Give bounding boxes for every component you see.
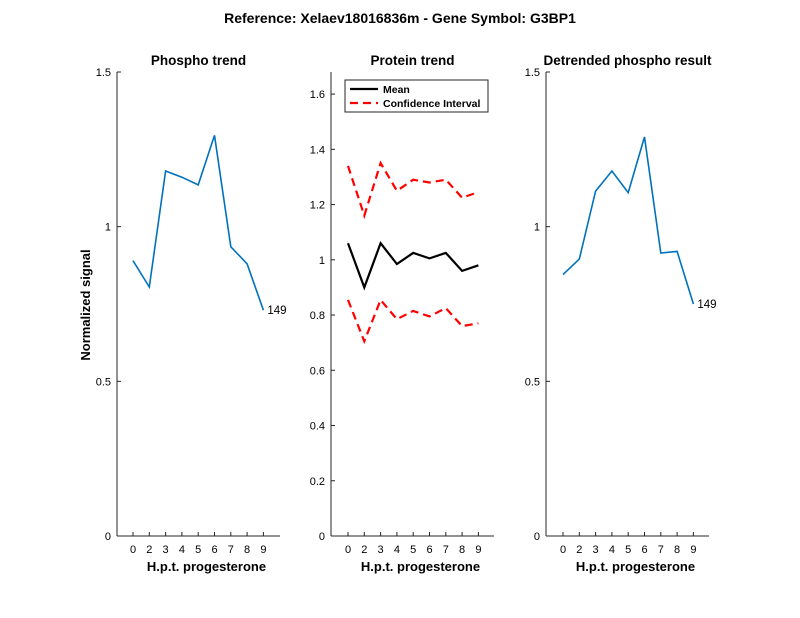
y-tick-label: 0.5 [525,376,540,388]
x-tick-label: 8 [674,544,680,556]
x-tick-label: 4 [179,544,185,556]
legend: Mean Confidence Interval [344,79,489,113]
x-tick-label: 2 [146,544,152,556]
series-end-label: 149 [267,305,286,317]
y-axis-label: Normalized signal [78,249,93,360]
panel-title: Phospho trend [151,53,246,68]
y-tick-label: 0 [319,531,325,543]
y-tick-label: 1 [319,255,325,267]
x-tick-label: 7 [228,544,234,556]
y-tick-label: 1 [534,222,540,234]
x-tick-label: 6 [426,544,432,556]
y-tick-label: 0 [534,531,540,543]
y-tick-label: 0.6 [310,365,325,377]
y-tick-label: 0.2 [310,476,325,488]
x-tick-label: 6 [211,544,217,556]
y-tick-label: 1.6 [310,89,325,101]
x-tick-label: 0 [130,544,136,556]
x-tick-label: 8 [459,544,465,556]
y-tick-label: 0.4 [310,421,325,433]
x-tick-label: 3 [593,544,599,556]
x-axis-label: H.p.t. progesterone [361,559,480,574]
panel-title: Detrended phospho result [543,53,712,68]
x-tick-label: 9 [475,544,481,556]
x-axis-label: H.p.t. progesterone [576,559,695,574]
legend-label: Confidence Interval [383,98,481,110]
x-tick-label: 0 [345,544,351,556]
x-tick-label: 9 [260,544,266,556]
x-tick-label: 4 [394,544,400,556]
x-tick-label: 4 [609,544,615,556]
x-tick-label: 5 [195,544,201,556]
series-line-1 [346,240,479,291]
x-tick-label: 0 [560,544,566,556]
y-tick-label: 0 [105,531,111,543]
x-tick-label: 9 [690,544,696,556]
x-tick-label: 3 [378,544,384,556]
x-tick-label: 2 [576,544,582,556]
series-line-3 [346,297,479,345]
y-tick-label: 0.8 [310,310,325,322]
y-tick-label: 1 [105,222,111,234]
x-tick-label: 5 [410,544,416,556]
y-tick-label: 1.4 [310,144,325,156]
x-tick-label: 8 [244,544,250,556]
x-axis-label: H.p.t. progesterone [147,559,266,574]
x-tick-label: 7 [443,544,449,556]
y-tick-label: 1.2 [310,200,325,212]
x-tick-label: 3 [163,544,169,556]
x-tick-label: 2 [361,544,367,556]
series-line-1 [562,136,695,305]
legend-label: Mean [383,84,410,96]
x-tick-label: 5 [625,544,631,556]
y-tick-label: 0.5 [96,376,111,388]
series-line-1 [132,135,265,311]
y-tick-label: 1.5 [525,67,540,79]
legend-box [344,79,489,113]
y-tick-label: 1.5 [96,67,111,79]
panel-title: Protein trend [370,53,454,68]
series-line-2 [346,160,479,220]
x-tick-label: 7 [658,544,664,556]
series-end-label: 149 [697,299,716,311]
x-tick-label: 6 [641,544,647,556]
figure-suptitle: Reference: Xelaev18016836m - Gene Symbol… [224,10,576,26]
